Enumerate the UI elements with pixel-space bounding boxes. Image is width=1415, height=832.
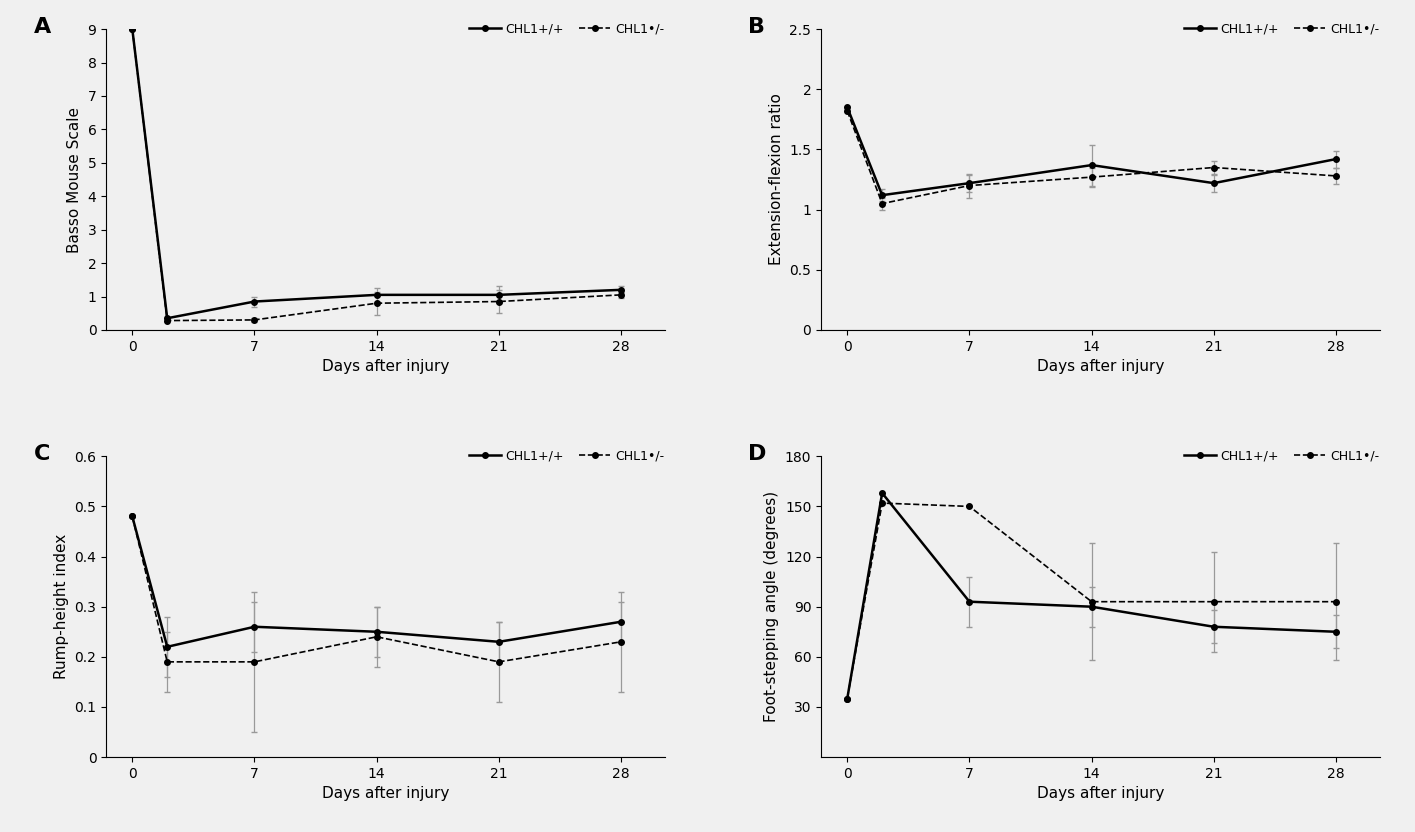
Y-axis label: Extension-flexion ratio: Extension-flexion ratio xyxy=(768,93,784,265)
X-axis label: Days after injury: Days after injury xyxy=(321,359,449,374)
Legend: CHL1+/+, CHL1•/-: CHL1+/+, CHL1•/- xyxy=(464,444,669,468)
X-axis label: Days after injury: Days after injury xyxy=(321,786,449,801)
Text: D: D xyxy=(749,444,767,464)
Y-axis label: Foot-stepping angle (degrees): Foot-stepping angle (degrees) xyxy=(764,491,780,722)
Legend: CHL1+/+, CHL1•/-: CHL1+/+, CHL1•/- xyxy=(1180,444,1384,468)
Text: B: B xyxy=(749,17,766,37)
Legend: CHL1+/+, CHL1•/-: CHL1+/+, CHL1•/- xyxy=(464,17,669,40)
Y-axis label: Basso Mouse Scale: Basso Mouse Scale xyxy=(67,106,82,253)
Text: C: C xyxy=(34,444,50,464)
Y-axis label: Rump-height index: Rump-height index xyxy=(54,534,69,680)
Legend: CHL1+/+, CHL1•/-: CHL1+/+, CHL1•/- xyxy=(1180,17,1384,40)
Text: A: A xyxy=(34,17,51,37)
X-axis label: Days after injury: Days after injury xyxy=(1037,359,1165,374)
X-axis label: Days after injury: Days after injury xyxy=(1037,786,1165,801)
